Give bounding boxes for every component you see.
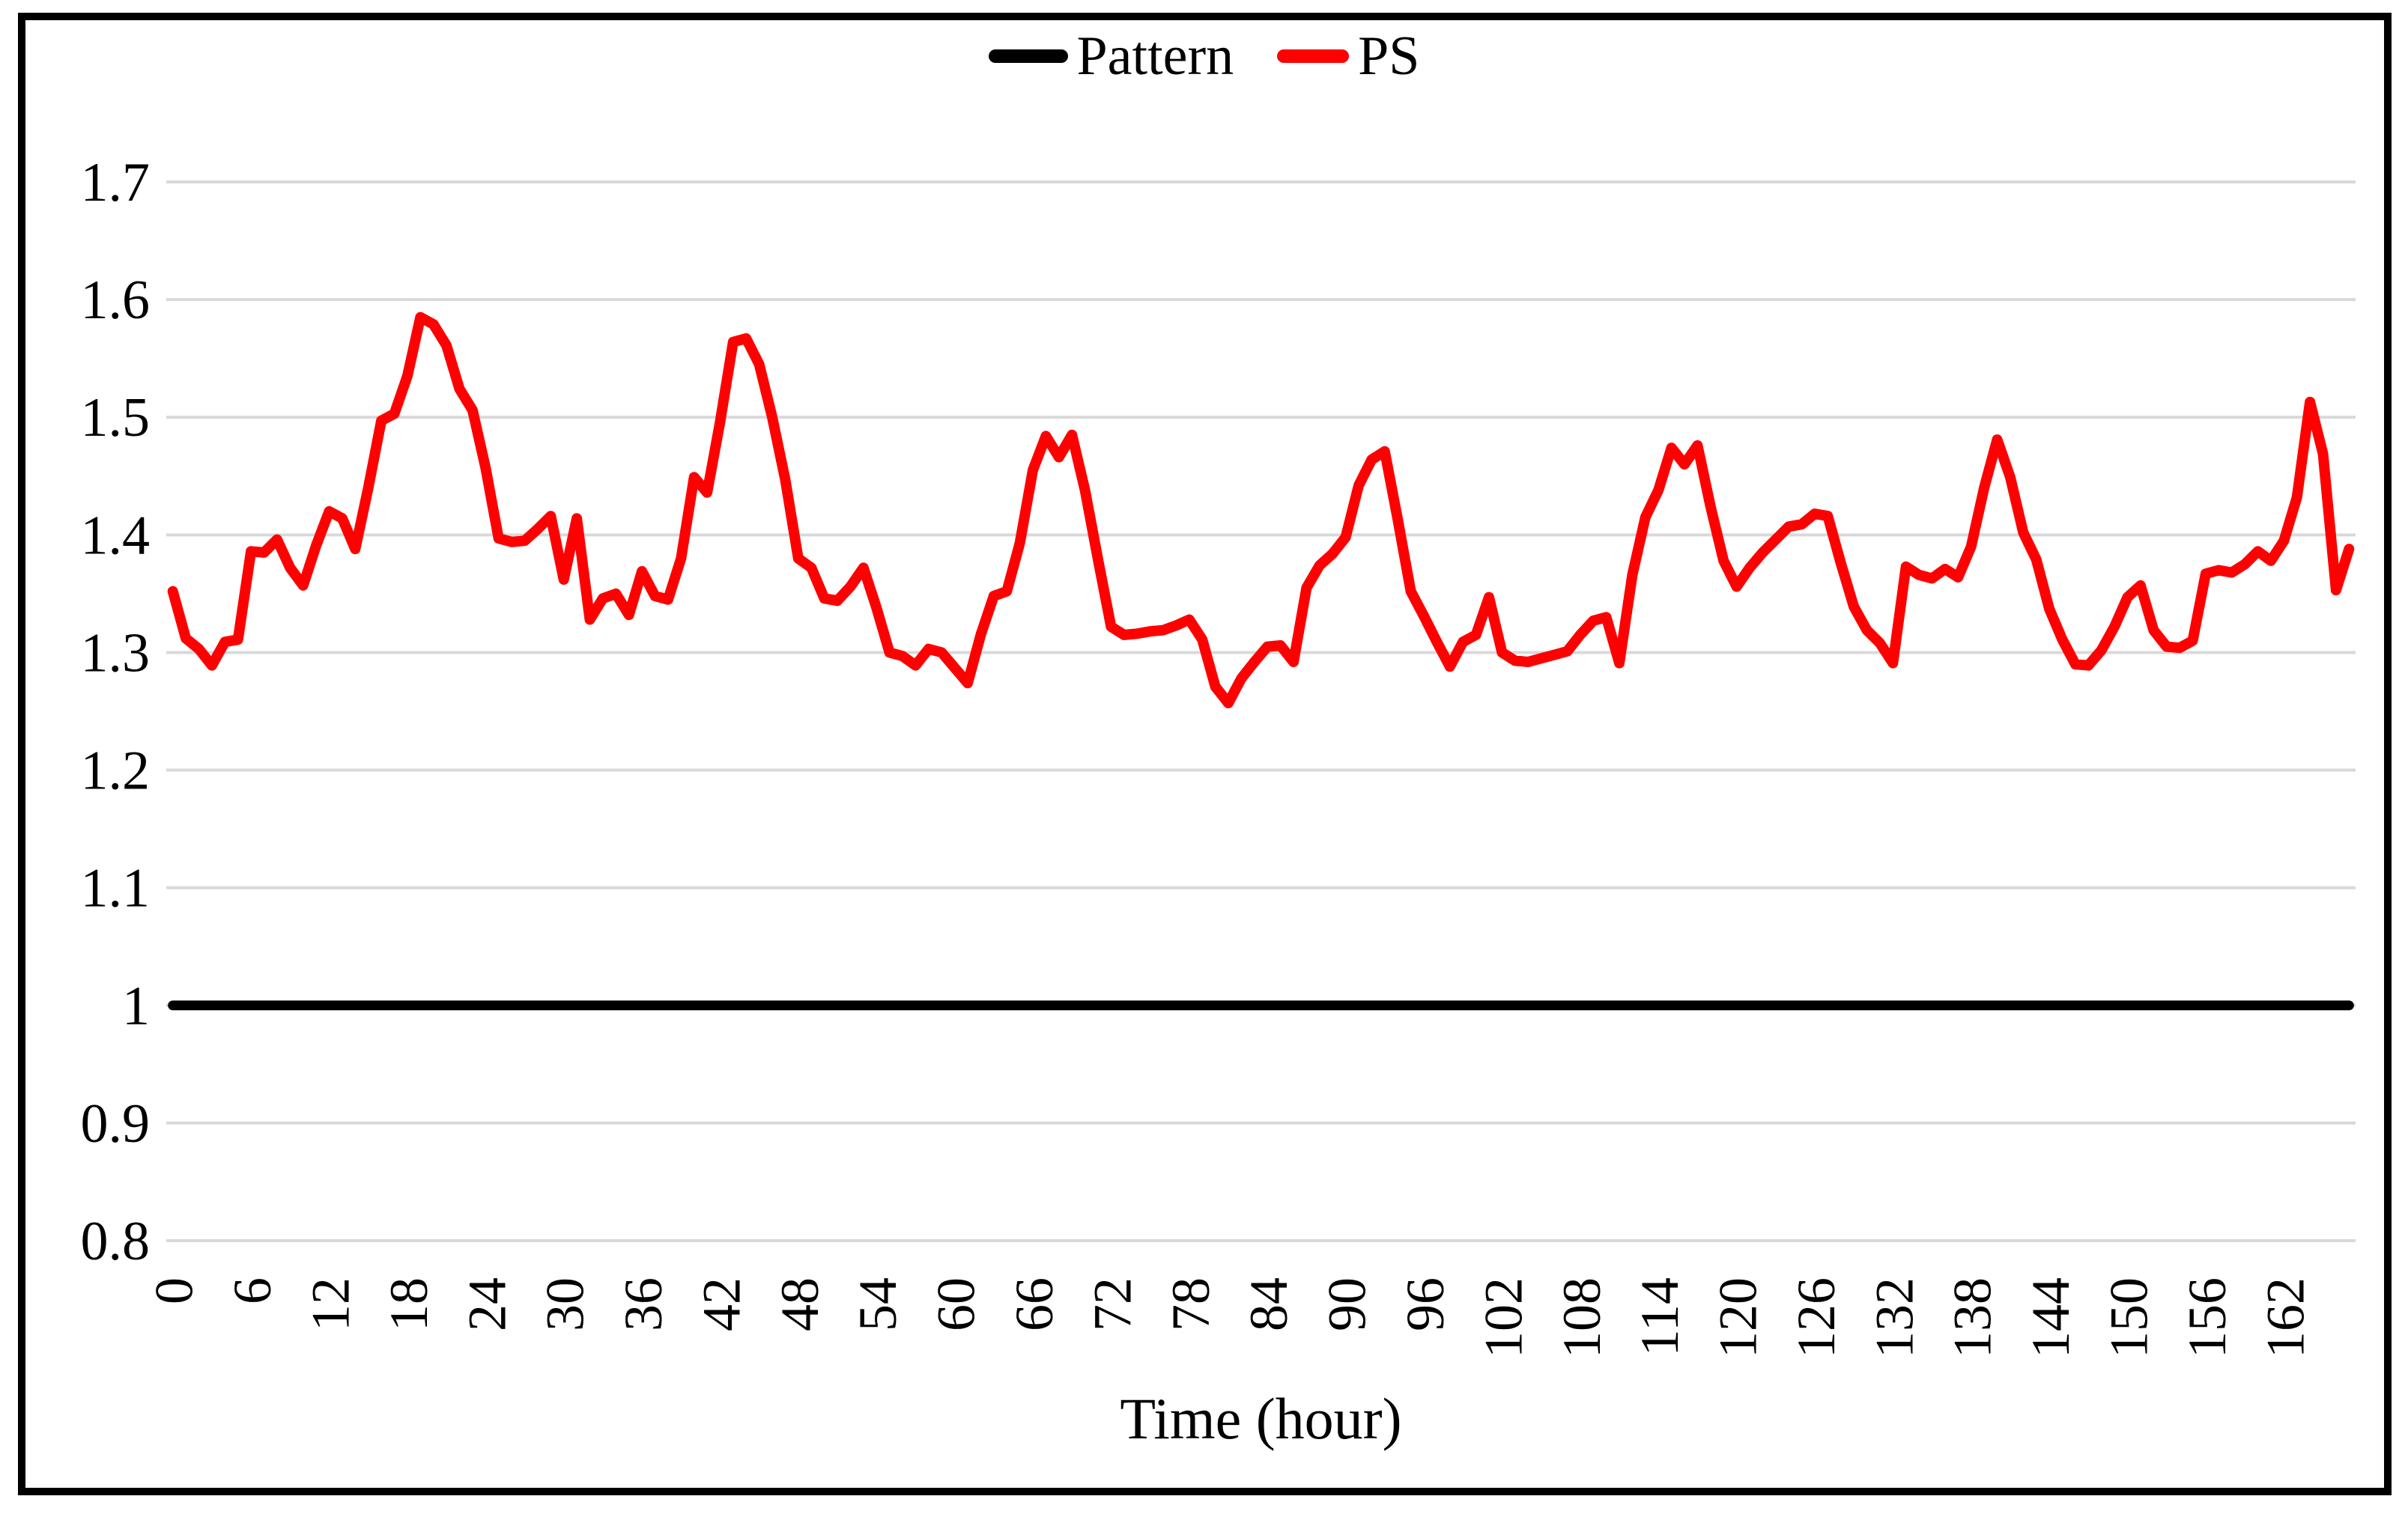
legend-item-pattern: Pattern [988, 25, 1234, 87]
x-tick-label: 30 [536, 1277, 595, 1331]
figure-border [18, 13, 2392, 1495]
y-tick-label: 0.9 [81, 1093, 151, 1155]
x-tick-label: 72 [1082, 1277, 1142, 1331]
y-tick-label: 1.1 [81, 858, 151, 919]
legend-label-ps: PS [1358, 25, 1420, 87]
y-tick-label: 1 [122, 976, 150, 1037]
x-tick-label: 108 [1552, 1277, 1612, 1358]
x-tick-label: 66 [1004, 1277, 1064, 1331]
x-tick-label: 114 [1630, 1277, 1690, 1356]
x-tick-label: 84 [1239, 1277, 1299, 1331]
ps-line-swatch [1277, 49, 1350, 63]
x-tick-label: 42 [691, 1277, 751, 1331]
y-tick-label: 1.7 [81, 152, 151, 213]
x-tick-label: 60 [926, 1277, 986, 1331]
y-tick-label: 1.3 [81, 622, 151, 684]
x-tick-label: 120 [1708, 1277, 1768, 1358]
x-tick-label: 132 [1864, 1277, 1924, 1358]
x-axis-title: Time (hour) [1120, 1386, 1402, 1451]
pattern-line-swatch [988, 49, 1068, 63]
y-tick-label: 1.4 [81, 505, 151, 566]
y-tick-label: 1.2 [81, 741, 151, 802]
x-tick-label: 102 [1473, 1277, 1533, 1358]
legend-label-pattern: Pattern [1076, 25, 1234, 87]
x-tick-label: 36 [613, 1277, 673, 1331]
x-tick-label: 144 [2021, 1277, 2081, 1358]
x-tick-label: 48 [770, 1277, 830, 1331]
x-tick-label: 150 [2099, 1277, 2159, 1358]
x-tick-label: 90 [1317, 1277, 1377, 1331]
y-tick-label: 0.8 [81, 1211, 151, 1272]
x-tick-label: 78 [1161, 1277, 1221, 1331]
x-tick-label: 18 [379, 1277, 439, 1331]
legend: Pattern PS [0, 28, 2408, 84]
x-tick-label: 96 [1395, 1277, 1455, 1331]
x-tick-label: 138 [1943, 1277, 2003, 1358]
x-tick-label: 24 [457, 1277, 517, 1331]
x-tick-label: 156 [2177, 1277, 2237, 1358]
x-tick-label: 12 [300, 1277, 360, 1331]
legend-item-ps: PS [1277, 28, 1419, 84]
x-tick-label: 0 [145, 1277, 204, 1304]
ps-series-line [167, 311, 2355, 708]
x-tick-label: 54 [848, 1277, 908, 1331]
y-tick-label: 1.6 [81, 270, 151, 331]
x-tick-label: 6 [222, 1277, 282, 1304]
y-tick-label: 1.5 [81, 387, 151, 449]
x-tick-label: 126 [1786, 1277, 1846, 1358]
x-tick-label: 162 [2255, 1277, 2315, 1358]
